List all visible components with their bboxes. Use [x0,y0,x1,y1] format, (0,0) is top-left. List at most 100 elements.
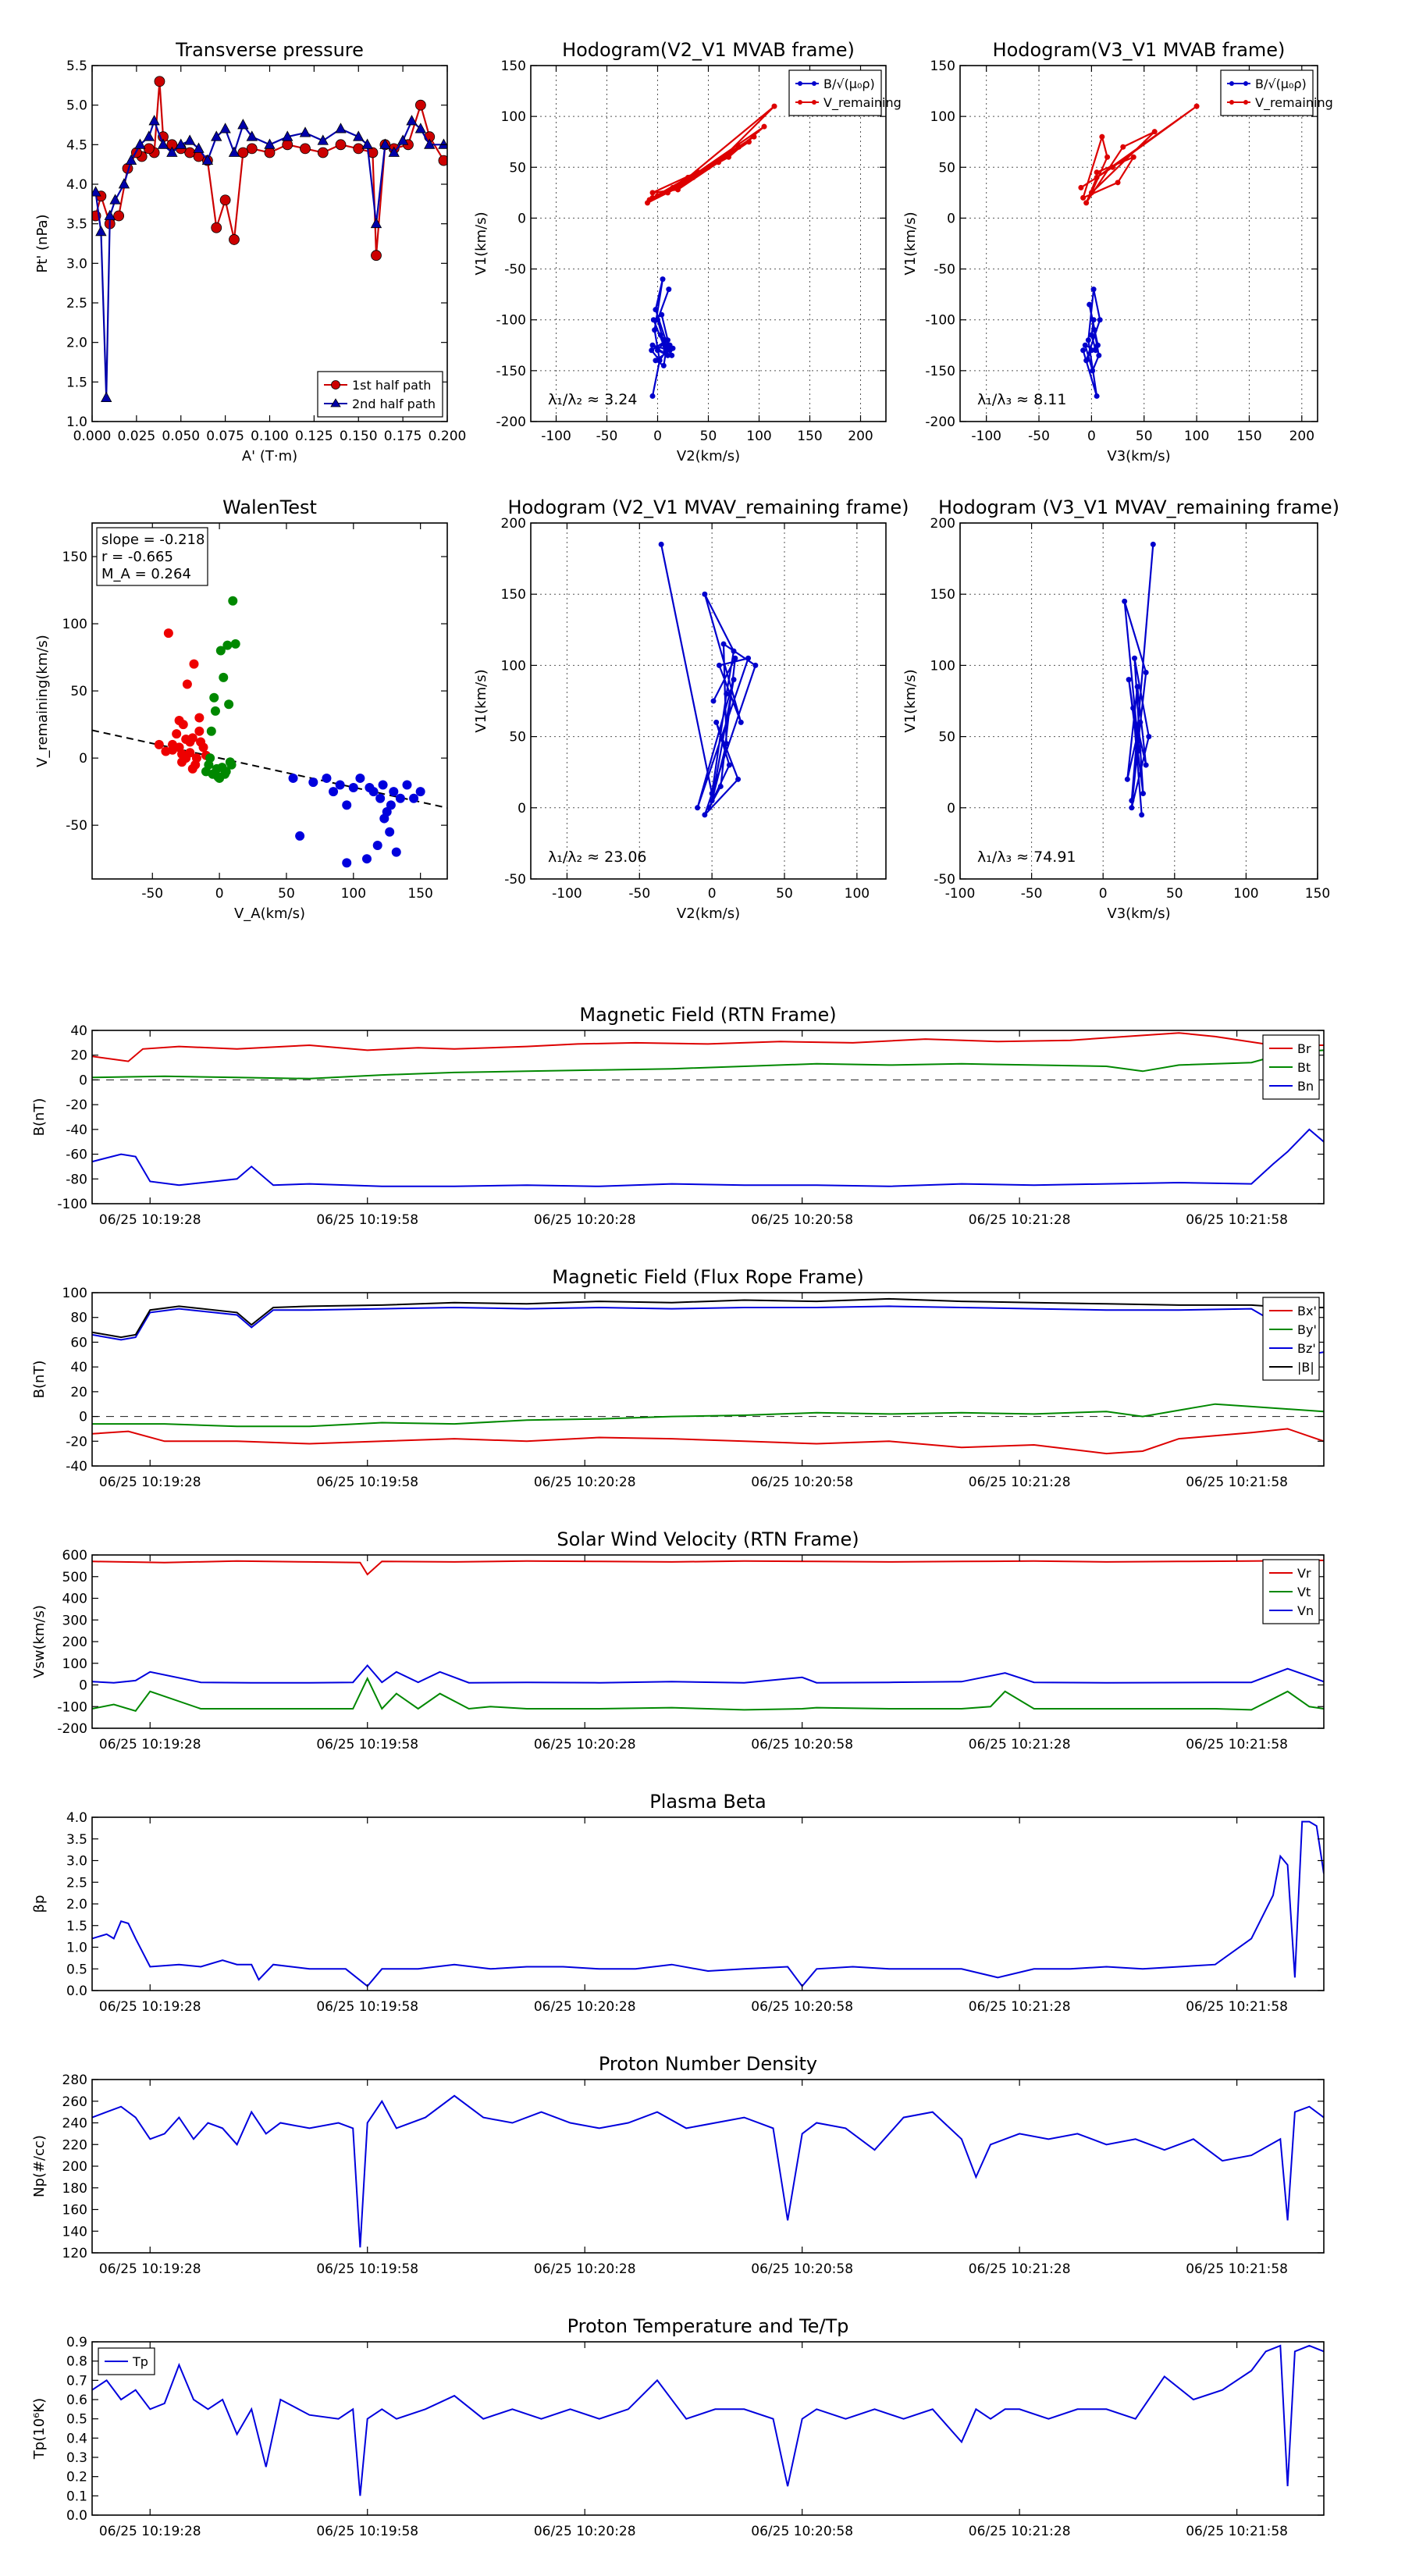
data-point [649,347,655,354]
legend-box [1220,69,1314,116]
y-tick-label: 2.0 [66,1897,87,1912]
legend-marker [1243,100,1248,105]
legend-box [317,371,443,418]
data-point [157,138,169,149]
legend: 1st half path 2nd half path [317,371,443,418]
series-group [92,1297,1324,1455]
data-point [745,655,752,661]
legend-label: V_remaining [1255,95,1333,111]
y-tick-label: 40 [70,1360,87,1375]
data-point [361,854,372,864]
data-point [738,719,744,725]
data-point [666,286,672,293]
x-tick-label: 0 [1099,886,1108,902]
y-tick-label: 50 [70,684,87,699]
y-tick-label: 3.5 [66,217,87,233]
x-tick-label: 0.075 [206,429,244,444]
legend-marker [812,81,816,86]
data-point [335,780,345,790]
chart-title: Hodogram (V3_V1 MVAV_remaining frame) [938,496,1339,518]
y-tick-label: -150 [925,364,955,379]
data-point [201,154,214,165]
chart-hod3: Hodogram (V2_V1 MVAV_remaining frame) -50… [473,496,909,922]
y-tick-label: 1.5 [66,1919,87,1934]
data-point [1126,677,1132,683]
legend-marker [1243,81,1248,86]
data-point [1109,164,1115,170]
data-point [224,699,234,710]
data-point [1090,286,1097,293]
data-point [438,155,447,166]
data-point [659,311,665,318]
data-point [438,138,447,149]
time-tick-label: 06/25 10:19:28 [99,2261,201,2277]
data-point [652,327,658,333]
data-point [713,719,720,725]
legend-box [788,69,882,116]
series-line-p [92,1820,1324,1988]
x-axis-label: A' (T·m) [242,448,297,464]
data-point [92,186,101,197]
plot-frame [91,2341,1325,2516]
time-tick-label: 06/25 10:19:28 [99,1737,201,1752]
y-axis-label: B(nT) [31,1361,48,1399]
y-tick-label: -50 [934,872,955,888]
y-tick-label: -20 [66,1434,87,1450]
data-point [695,805,701,811]
data-point [771,103,777,109]
y-tick-label: 280 [62,2073,87,2088]
x-axis-label: V3(km/s) [1107,906,1170,922]
y-tick-label: 4.0 [66,1810,87,1826]
data-point [228,596,238,606]
y-tick-label: 400 [62,1592,87,1607]
y-tick-label: 20 [70,1385,87,1400]
data-point [1130,154,1136,160]
y-tick-label: -100 [925,313,955,329]
y-tick-label: 100 [930,658,955,674]
data-point [353,130,365,141]
legend-label: |B| [1297,1360,1314,1375]
y-tick-label: 180 [62,2181,87,2197]
y-tick-label: 50 [938,730,955,745]
data-point [746,139,752,145]
data-point [317,147,329,158]
time-tick-label: 06/25 10:21:28 [969,1212,1071,1228]
data-point [355,773,365,783]
data-point [649,342,656,348]
chart-title: Magnetic Field (RTN Frame) [579,1004,836,1026]
chart-title: Hodogram(V2_V1 MVAB frame) [562,39,855,61]
data-point [370,217,382,229]
y-axis-label: Vsw(km/s) [31,1605,48,1678]
x-tick-label: 200 [848,429,873,444]
x-tick-label: -100 [945,886,976,902]
y-tick-label: 100 [62,1286,87,1301]
data-point [317,134,329,145]
time-tick-label: 06/25 10:20:58 [751,2524,853,2539]
series-line-br [92,1032,1324,1062]
data-point [1097,317,1103,323]
data-point [706,805,712,811]
data-point [702,812,708,818]
legend: B/√(μ₀ρ) V_remaining [1220,69,1333,116]
time-tick-label: 06/25 10:21:58 [1186,1737,1288,1752]
x-tick-label: 0.100 [251,429,289,444]
y-tick-label: 0.3 [66,2450,87,2466]
time-tick-label: 06/25 10:19:58 [316,1999,418,2015]
data-point [1099,133,1105,140]
x-tick-label: 0.000 [73,429,112,444]
y-tick-label: 4.5 [66,137,87,153]
data-point [228,146,240,157]
series-line-bx [92,1428,1324,1455]
y-tick-label: -200 [925,415,955,430]
data-point [1134,684,1140,690]
time-tick-label: 06/25 10:21:58 [1186,2524,1288,2539]
series-line-vremaining [1080,105,1197,204]
data-point [409,793,419,803]
data-point [724,741,730,747]
plot-frame [530,522,887,880]
y-axis-label: V1(km/s) [473,669,489,732]
x-tick-label: 0.150 [340,429,378,444]
y-tick-label: 0.0 [66,1984,87,1999]
chart-tp2: Proton Temperature and Te/Tp 0.0 0.1 0.2 0.3… [31,2315,1325,2539]
